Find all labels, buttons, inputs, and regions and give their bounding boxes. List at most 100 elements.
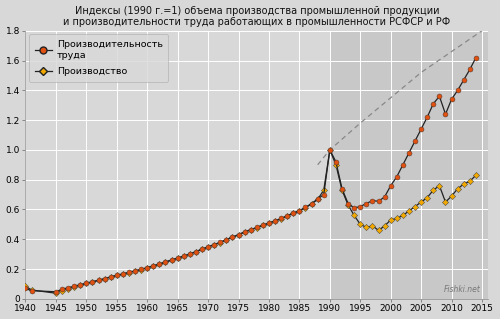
Point xyxy=(253,225,261,230)
Point xyxy=(210,242,218,247)
Point xyxy=(399,213,407,218)
Point xyxy=(368,223,376,228)
Point xyxy=(454,88,462,93)
Point xyxy=(216,240,224,245)
Point xyxy=(259,223,267,228)
Point xyxy=(374,228,382,233)
Point xyxy=(308,201,316,206)
Point xyxy=(283,213,291,218)
Point xyxy=(58,288,66,293)
Point xyxy=(271,218,279,223)
Point xyxy=(259,223,267,228)
Point xyxy=(417,199,425,204)
Point xyxy=(411,138,419,144)
Point xyxy=(113,273,121,278)
Point xyxy=(204,244,212,249)
Point xyxy=(393,216,401,221)
Point xyxy=(137,267,145,272)
Point xyxy=(156,261,164,266)
Point xyxy=(326,147,334,152)
Point xyxy=(106,274,114,279)
Point xyxy=(265,220,273,226)
Point xyxy=(222,237,230,242)
Point xyxy=(100,276,108,281)
Point xyxy=(308,201,316,206)
Point xyxy=(186,252,194,257)
Point xyxy=(192,249,200,254)
Point xyxy=(234,232,242,237)
Point xyxy=(76,282,84,287)
Point xyxy=(356,222,364,227)
Point xyxy=(411,204,419,209)
Legend: Производительность
труда, Производство: Производительность труда, Производство xyxy=(30,34,168,82)
Point xyxy=(399,162,407,167)
Point xyxy=(338,186,346,191)
Point xyxy=(143,265,151,271)
Point xyxy=(326,147,334,152)
Point xyxy=(466,67,474,72)
Point xyxy=(143,265,151,270)
Point xyxy=(106,274,114,279)
Point xyxy=(296,208,304,213)
Point xyxy=(350,205,358,211)
Point xyxy=(70,285,78,290)
Point xyxy=(430,188,438,193)
Point xyxy=(246,227,254,233)
Point xyxy=(94,278,102,283)
Point xyxy=(52,291,60,296)
Point xyxy=(228,235,236,240)
Point xyxy=(216,240,224,245)
Point xyxy=(296,208,304,213)
Point xyxy=(186,251,194,256)
Point xyxy=(88,279,96,284)
Point xyxy=(222,237,230,242)
Point xyxy=(277,216,285,221)
Point xyxy=(156,262,164,267)
Point xyxy=(28,288,36,293)
Point xyxy=(64,286,72,291)
Point xyxy=(119,271,127,277)
Point xyxy=(180,253,188,258)
Bar xyxy=(330,31,488,299)
Point xyxy=(436,183,444,188)
Point xyxy=(88,279,96,285)
Point xyxy=(454,186,462,191)
Point xyxy=(174,256,182,261)
Point xyxy=(386,183,394,188)
Point xyxy=(150,263,158,269)
Point xyxy=(228,234,236,240)
Point xyxy=(466,179,474,184)
Point xyxy=(168,257,175,263)
Point xyxy=(460,182,468,187)
Point xyxy=(417,127,425,132)
Point xyxy=(198,247,206,252)
Point xyxy=(100,276,108,281)
Point xyxy=(82,281,90,286)
Point xyxy=(168,258,175,263)
Point xyxy=(210,242,218,247)
Point xyxy=(204,244,212,249)
Point xyxy=(113,273,121,278)
Point xyxy=(405,208,413,213)
Point xyxy=(198,247,206,252)
Point xyxy=(283,213,291,219)
Text: Fishki.net: Fishki.net xyxy=(444,285,481,293)
Point xyxy=(448,97,456,102)
Title: Индексы (1990 г.=1) объема производства промышленной продукции
и производительно: Индексы (1990 г.=1) объема производства … xyxy=(63,5,450,27)
Point xyxy=(58,287,66,292)
Point xyxy=(362,225,370,230)
Point xyxy=(302,205,310,210)
Point xyxy=(338,188,346,193)
Point xyxy=(423,195,431,200)
Point xyxy=(442,112,450,117)
Point xyxy=(162,260,170,265)
Point xyxy=(405,150,413,155)
Point xyxy=(314,197,322,202)
Point xyxy=(22,284,30,289)
Point xyxy=(28,287,36,293)
Point xyxy=(277,216,285,221)
Point xyxy=(314,197,322,202)
Point xyxy=(70,284,78,289)
Point xyxy=(246,227,254,232)
Point xyxy=(393,174,401,179)
